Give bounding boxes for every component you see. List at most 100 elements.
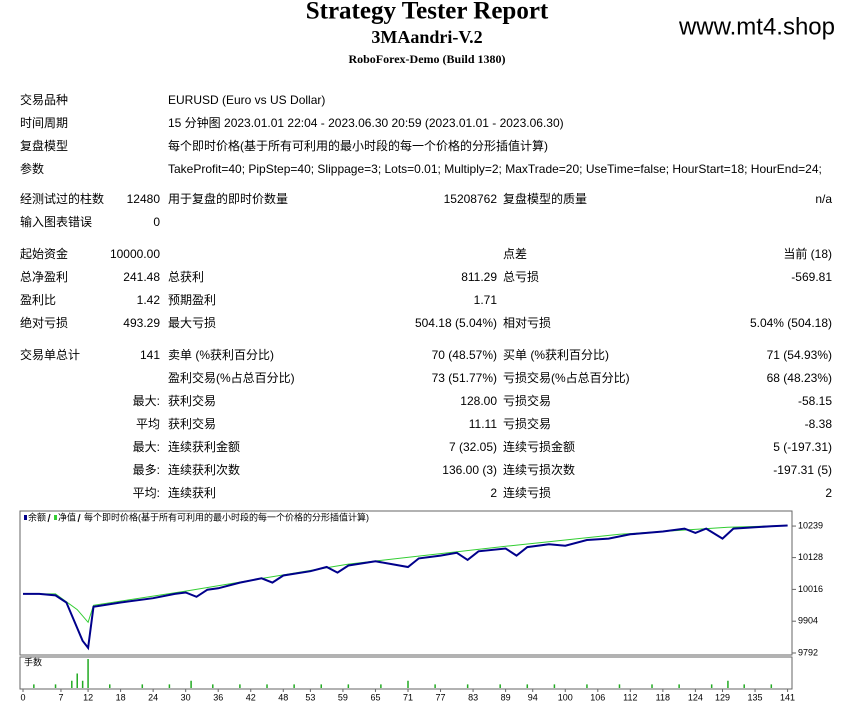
stat-label: 连续获利金额	[168, 439, 240, 454]
y-tick-label: 10128	[798, 552, 823, 562]
stat-label: 亏损交易	[503, 416, 551, 431]
series-line	[23, 525, 788, 624]
stat-label: 亏损交易(%占总百分比)	[503, 370, 630, 385]
lots-frame	[19, 656, 793, 690]
legend-swatch	[24, 515, 27, 520]
stat-value: 2	[490, 486, 497, 500]
x-tick-label: 18	[116, 692, 126, 702]
lots-bar	[586, 684, 588, 688]
stat-value: 71 (54.93%)	[767, 348, 832, 362]
stat-value: 最大:	[133, 440, 160, 454]
stat-value: 0	[153, 215, 160, 229]
stat-label: 买单 (%获利百分比)	[503, 348, 609, 362]
info-label: 时间周期	[20, 116, 68, 130]
stat-value: 128.00	[460, 394, 497, 408]
stat-label: 亏损交易	[503, 393, 551, 408]
chart-frame	[19, 510, 793, 656]
stat-label: 获利交易	[168, 393, 216, 408]
stat-value: 5.04% (504.18)	[750, 316, 832, 330]
legend-label: 净值	[58, 511, 76, 522]
lots-bar	[526, 684, 529, 688]
x-tick-label: 36	[213, 692, 223, 702]
lots-bar	[168, 684, 171, 688]
watermark: www.mt4.shop	[678, 13, 835, 40]
y-tick-label: 10016	[798, 584, 823, 594]
legend-label: 余额	[28, 511, 46, 522]
legend-note: 每个即时价格(基于所有可利用的最小时段的每一个价格的分形插值计算)	[84, 511, 369, 522]
y-tick-label: 9792	[798, 647, 818, 657]
x-tick-label: 89	[501, 692, 511, 702]
stat-value: n/a	[815, 192, 832, 206]
stat-value: 10000.00	[110, 247, 160, 261]
lots-bar	[71, 680, 73, 688]
stat-label: 输入图表错误	[20, 214, 92, 229]
lots-bar	[553, 684, 556, 688]
x-tick-label: 135	[748, 692, 763, 702]
stat-label: 总净盈利	[20, 270, 68, 284]
lots-bar	[266, 684, 268, 688]
stat-value: 68 (48.23%)	[767, 371, 832, 385]
stat-label: 卖单 (%获利百分比)	[168, 348, 274, 362]
stat-label: 复盘模型的质量	[503, 191, 587, 206]
lots-bar	[320, 684, 322, 688]
y-tick-label: 9904	[798, 616, 818, 626]
x-tick-label: 71	[403, 692, 413, 702]
stat-label: 连续亏损次数	[503, 462, 575, 477]
lots-bar	[727, 680, 729, 688]
stat-label: 起始资金	[20, 246, 68, 261]
info-label: 参数	[20, 161, 44, 176]
lots-bar	[499, 684, 501, 688]
x-tick-label: 129	[715, 692, 730, 702]
info-value: TakeProfit=40; PipStep=40; Slippage=3; L…	[168, 162, 822, 176]
lots-bar	[434, 684, 436, 688]
lots-bar	[239, 684, 241, 688]
server-name: RoboForex-Demo (Build 1380)	[348, 52, 505, 66]
stat-value: -197.31 (5)	[773, 463, 832, 477]
lots-bar	[347, 684, 350, 688]
lots-bar	[710, 684, 713, 688]
stat-value: 12480	[127, 192, 161, 206]
lots-bar	[651, 684, 653, 688]
x-tick-label: 100	[558, 692, 573, 702]
stat-value: 7 (32.05)	[449, 440, 497, 454]
x-tick-label: 94	[528, 692, 538, 702]
stat-value: 70 (48.57%)	[432, 348, 497, 362]
legend-separator	[47, 513, 51, 523]
series-line	[23, 524, 788, 651]
x-tick-label: 42	[246, 692, 256, 702]
stat-label: 用于复盘的即时价数量	[168, 191, 288, 206]
info-label: 交易品种	[20, 92, 68, 107]
lots-bar	[109, 684, 111, 688]
stat-value: 最大:	[133, 394, 160, 408]
stat-value: 504.18 (5.04%)	[415, 316, 497, 330]
x-tick-label: 65	[370, 692, 380, 702]
lots-bar	[33, 684, 35, 688]
stat-label: 绝对亏损	[20, 315, 68, 330]
x-tick-label: 124	[688, 692, 703, 702]
x-tick-label: 0	[20, 692, 25, 702]
x-tick-label: 7	[58, 692, 63, 702]
x-tick-label: 53	[305, 692, 315, 702]
stat-value: -58.15	[798, 394, 832, 408]
stat-label: 连续亏损金额	[503, 439, 575, 454]
lots-bar	[407, 680, 409, 688]
stat-value: 493.29	[123, 316, 160, 330]
lots-bar	[212, 684, 214, 688]
lots-bar	[770, 684, 773, 688]
lots-bar	[87, 659, 89, 688]
info-value: 每个即时价格(基于所有可利用的最小时段的每一个价格的分形插值计算)	[168, 138, 548, 153]
stat-label: 连续获利次数	[168, 462, 240, 477]
info-value: 15 分钟图 2023.01.01 22:04 - 2023.06.30 20:…	[168, 115, 564, 130]
stat-value: 141	[140, 348, 160, 362]
strategy-name: 3MAandri-V.2	[371, 27, 482, 47]
lots-bar	[54, 684, 57, 688]
x-tick-label: 59	[338, 692, 348, 702]
stat-label: 经测试过的柱数	[20, 191, 104, 206]
stat-value: 11.11	[469, 417, 498, 431]
lots-label: 手数	[24, 656, 42, 667]
stat-value: 1.71	[474, 293, 498, 307]
info-value: EURUSD (Euro vs US Dollar)	[168, 93, 325, 107]
lots-bar	[293, 684, 295, 688]
stat-label: 盈利交易(%占总百分比)	[168, 370, 295, 385]
